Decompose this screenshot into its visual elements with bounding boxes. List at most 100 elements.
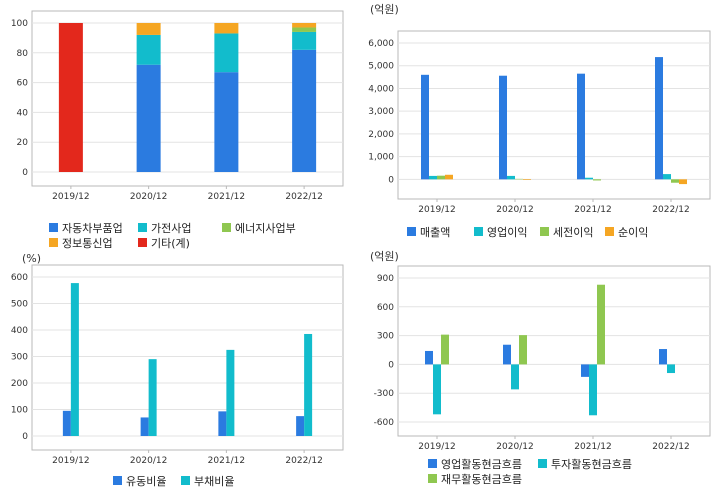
y-tick-label: 3,000 (368, 107, 394, 117)
y-tick-label: 200 (11, 379, 28, 389)
x-tick-label: 2019/12 (52, 192, 89, 202)
legend-label: 에너지사업부 (235, 222, 296, 235)
bar (421, 74, 429, 180)
y-tick-label: 0 (388, 360, 394, 370)
bar (441, 334, 449, 365)
bar-segment (292, 49, 317, 172)
bar (218, 411, 227, 436)
bar (593, 179, 601, 181)
bar (62, 410, 71, 436)
y-tick-label: 60 (17, 79, 29, 89)
legend-swatch (113, 476, 122, 485)
chart-3: 0 100 200 300 400 500 600 2019/12 2020/12 2021/12… (11, 252, 344, 488)
legend-label: 세전이익 (553, 226, 593, 239)
y-tick-label: 80 (17, 49, 29, 59)
x-tick-label: 2021/12 (574, 205, 611, 215)
y-tick-label: 6,000 (368, 39, 394, 49)
y-tick-label: 20 (17, 138, 29, 148)
bar (226, 349, 235, 436)
y-tick-label: 900 (377, 274, 394, 284)
bar-segment (292, 23, 317, 28)
x-tick-label: 2020/12 (496, 442, 533, 452)
y-tick-label: -600 (374, 418, 395, 428)
y-tick-label: 600 (377, 303, 394, 313)
plot-frame (31, 10, 344, 187)
bar (445, 174, 453, 180)
legend-swatch (49, 223, 58, 232)
legend-swatch (605, 227, 614, 236)
y-tick-label: 4,000 (368, 84, 394, 94)
legend-swatch (181, 476, 190, 485)
bar (589, 364, 597, 416)
bar (667, 364, 675, 374)
bar (433, 364, 441, 415)
legend-label: 가전사업 (151, 222, 191, 235)
y-tick-label: 40 (17, 108, 29, 118)
legend-swatch (407, 227, 416, 236)
bar (425, 350, 433, 365)
bar (519, 335, 527, 365)
plot-frame (31, 264, 344, 451)
y-tick-label: 100 (11, 19, 28, 29)
chart-1: 0 20 40 60 80 100 2019/12 2020/12 2021/12 2022/12… (11, 10, 344, 250)
legend-label: 영업이익 (487, 226, 527, 239)
bar (655, 57, 663, 180)
x-tick-label: 2019/12 (52, 456, 89, 466)
chart-2: 0 1,000 2,000 3,000 4,000 5,000 6,000 2019/12 20… (368, 3, 711, 239)
legend-label: 재무활동현금흐름 (441, 472, 522, 486)
bar (663, 174, 671, 180)
y-tick-label: 600 (11, 273, 28, 283)
bar-segment (292, 27, 317, 32)
legend-swatch (428, 474, 437, 483)
bar (585, 177, 593, 180)
y-tick-label: 1,000 (368, 153, 394, 163)
x-tick-label: 2022/12 (285, 456, 322, 466)
bar (437, 175, 445, 180)
unit-label: (%) (22, 252, 41, 265)
y-tick-label: 400 (11, 326, 28, 336)
bar-segment (214, 23, 239, 34)
unit-label: (억원) (370, 250, 399, 263)
bar (503, 344, 511, 365)
y-tick-label: 300 (377, 332, 394, 342)
plot-frame (397, 30, 711, 200)
x-tick-label: 2020/12 (130, 192, 167, 202)
y-tick-label: 2,000 (368, 130, 394, 140)
legend-label: 순이익 (618, 226, 648, 239)
y-tick-label: 0 (22, 168, 28, 178)
legend-swatch (538, 459, 547, 468)
bar (70, 283, 79, 436)
x-tick-label: 2022/12 (652, 442, 689, 452)
x-tick-label: 2021/12 (574, 442, 611, 452)
bar (499, 75, 507, 180)
y-tick-label: 0 (22, 432, 28, 442)
legend-label: 기타(계) (151, 237, 190, 250)
y-tick-label: 5,000 (368, 62, 394, 72)
plot-frame (397, 265, 711, 437)
chart-4: -600 -300 0 300 600 900 2019/12 2020/12 2021/12 2… (370, 250, 711, 486)
bar (507, 175, 515, 180)
x-tick-label: 2020/12 (130, 456, 167, 466)
bar (581, 364, 589, 377)
legend-swatch (428, 459, 437, 468)
x-tick-label: 2022/12 (285, 192, 322, 202)
y-tick-label: 300 (11, 353, 28, 363)
bar-segment (136, 34, 161, 65)
bar (671, 179, 679, 183)
legend-label: 유동비율 (126, 475, 166, 488)
bar (148, 359, 157, 436)
y-tick-label: -300 (374, 389, 395, 399)
legend-swatch (474, 227, 483, 236)
x-tick-label: 2022/12 (652, 205, 689, 215)
legend-swatch (540, 227, 549, 236)
bar-segment (214, 33, 239, 73)
bar-segment (292, 31, 317, 50)
legend-swatch (138, 238, 147, 247)
legend-label: 자동차부품업 (62, 222, 123, 235)
legend-swatch (138, 223, 147, 232)
bar (296, 416, 305, 436)
bar (304, 333, 313, 436)
bar (577, 73, 585, 180)
bar-segment (136, 64, 161, 172)
